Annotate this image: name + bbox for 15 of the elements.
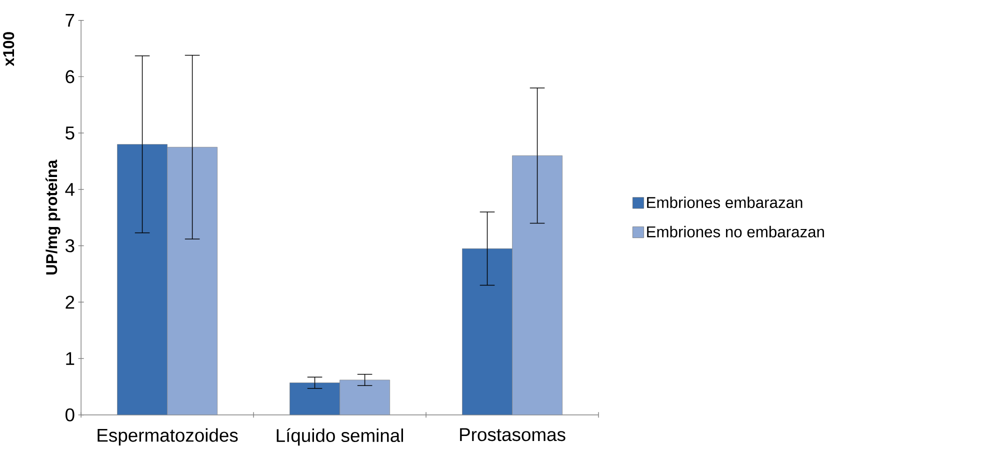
legend-label: Embriones embarazan [647, 196, 802, 208]
text: x100 [3, 32, 14, 66]
x-tick-label: Espermatozoides [98, 428, 238, 446]
y-tick-label: 1 [66, 352, 74, 365]
y-tick-label: 4 [65, 182, 74, 196]
y-axis-title: UP/mg proteína [46, 159, 60, 274]
y-tick-label: 3 [66, 239, 74, 252]
x-tick-label: Prostasomas [460, 428, 566, 441]
legend-label: Embriones no embarazan [647, 226, 824, 238]
y-tick-label: 6 [66, 70, 74, 84]
y-tick-label: 5 [66, 126, 74, 140]
x-tick-label: Líquido seminal [276, 428, 403, 446]
y-tick-label: 0 [66, 408, 74, 422]
y-tick-label: 2 [66, 296, 74, 308]
y-tick-label: 7 [66, 14, 74, 26]
